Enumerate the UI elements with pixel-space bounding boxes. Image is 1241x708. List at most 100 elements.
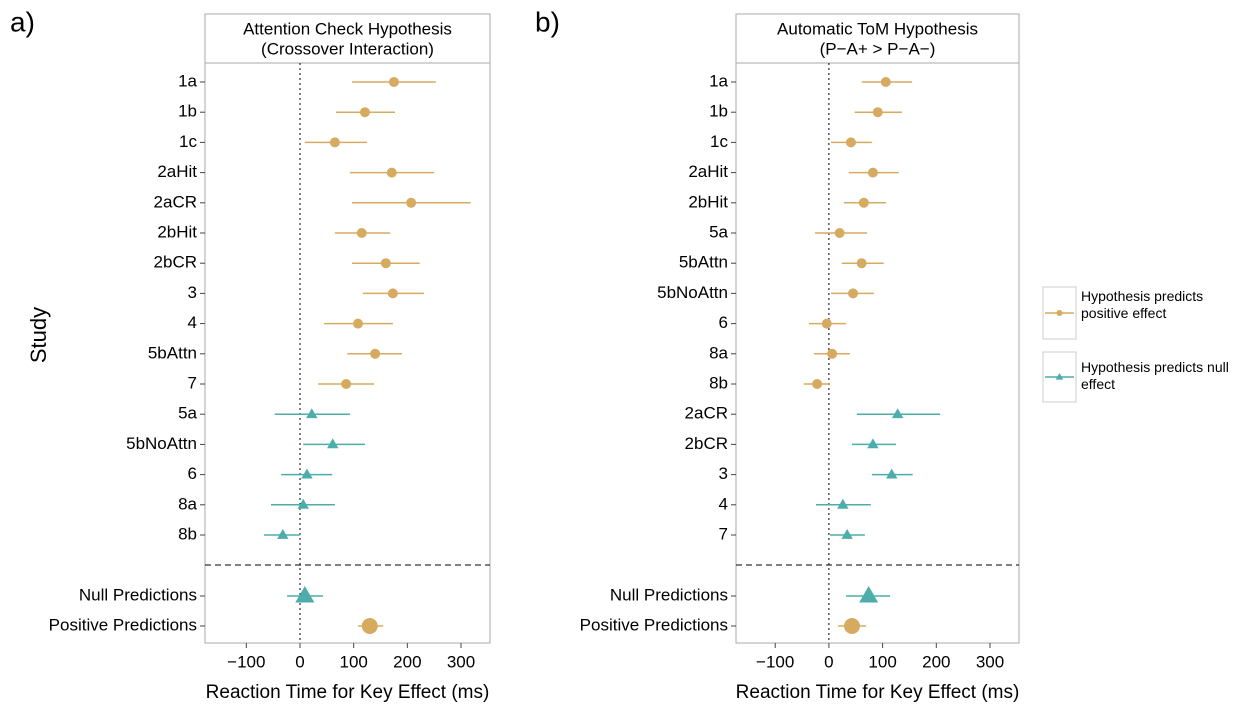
point [295, 586, 315, 603]
point [848, 288, 859, 299]
point [406, 197, 417, 208]
chart-subtitle: (Crossover Interaction) [261, 39, 434, 58]
x-tick-label: 200 [922, 652, 950, 671]
y-tick-label: 4 [719, 494, 728, 513]
point [359, 107, 370, 118]
point [329, 137, 340, 148]
y-tick-label: 2bHit [688, 192, 728, 211]
point [380, 258, 391, 269]
x-tick-label: 300 [976, 652, 1004, 671]
y-tick-label: 3 [188, 283, 197, 302]
y-tick-label: 2aCR [154, 192, 197, 211]
x-axis-label: Reaction Time for Key Effect (ms) [736, 682, 1020, 703]
y-tick-label: 5a [709, 222, 728, 241]
x-tick-label: 0 [295, 652, 304, 671]
x-tick-label: 0 [824, 652, 833, 671]
y-tick-label: 1a [709, 71, 728, 90]
point [297, 498, 309, 509]
y-tick-label: Positive Predictions [49, 615, 197, 634]
y-tick-label: 7 [188, 373, 197, 392]
y-tick-label: 5bNoAttn [657, 283, 728, 302]
x-tick-label: 100 [339, 652, 367, 671]
point [812, 379, 823, 389]
point [891, 408, 904, 419]
point [856, 258, 867, 269]
point [880, 77, 891, 87]
point [386, 167, 397, 178]
point [858, 197, 869, 208]
point [361, 618, 378, 634]
point [867, 438, 879, 449]
y-tick-label: 2bCR [685, 434, 728, 453]
y-tick-label: 8b [178, 524, 197, 543]
point [837, 498, 849, 509]
plot-frame [735, 62, 1020, 644]
chart-title: Automatic ToM Hypothesis [777, 19, 978, 38]
y-tick-label: 2aHit [688, 162, 728, 181]
legend-label: Hypothesis predicts positive effect [1081, 288, 1204, 321]
y-tick-label: 7 [719, 524, 728, 543]
point [886, 468, 898, 479]
y-tick-label: Null Predictions [79, 585, 197, 604]
point [859, 586, 879, 603]
y-tick-label: Positive Predictions [580, 615, 728, 634]
y-tick-label: 1c [710, 132, 728, 151]
y-tick-label: 6 [188, 464, 197, 483]
legend-label: Hypothesis predicts null effect [1081, 359, 1229, 392]
point [277, 529, 289, 539]
x-tick-label: −100 [227, 652, 265, 671]
panel-label: b) [535, 6, 560, 37]
point [370, 348, 381, 359]
y-tick-label: 6 [719, 313, 728, 332]
legend-marker [1056, 310, 1063, 316]
x-axis-label: Reaction Time for Key Effect (ms) [206, 682, 490, 703]
y-tick-label: 3 [719, 464, 728, 483]
y-axis-label: Study [26, 307, 51, 363]
point [821, 318, 832, 329]
point [301, 468, 313, 479]
point [834, 228, 845, 238]
point [306, 408, 318, 419]
y-tick-label: 4 [188, 313, 197, 332]
point [841, 529, 853, 539]
y-tick-label: 5bAttn [679, 253, 728, 272]
y-tick-label: 2aCR [685, 404, 728, 423]
y-tick-label: 5bAttn [148, 343, 197, 362]
y-tick-label: 8a [709, 343, 728, 362]
y-tick-label: 1b [709, 102, 728, 121]
point [341, 379, 352, 389]
point [843, 618, 860, 634]
y-tick-label: 2bHit [157, 222, 197, 241]
x-tick-label: 200 [393, 652, 421, 671]
y-tick-label: 1a [178, 71, 197, 90]
title-strip [735, 13, 1020, 64]
y-tick-label: 2bCR [154, 253, 197, 272]
y-tick-label: 5bNoAttn [126, 434, 197, 453]
plot-frame [204, 62, 491, 644]
y-tick-label: Null Predictions [610, 585, 728, 604]
point [327, 438, 339, 449]
x-tick-label: 300 [447, 652, 475, 671]
point [388, 77, 399, 87]
y-tick-label: 1b [178, 102, 197, 121]
point [827, 348, 838, 359]
x-tick-label: −100 [756, 652, 794, 671]
point [352, 318, 363, 329]
title-strip [204, 13, 491, 64]
y-tick-label: 2aHit [157, 162, 197, 181]
panel-label: a) [10, 6, 35, 37]
point [356, 228, 367, 238]
chart-title: Attention Check Hypothesis [243, 19, 452, 38]
y-tick-label: 8a [178, 494, 197, 513]
y-tick-label: 1c [179, 132, 197, 151]
point [867, 167, 878, 178]
point [845, 137, 856, 148]
legend-marker [1055, 373, 1064, 380]
point [387, 288, 398, 299]
chart-subtitle: (P−A+ > P−A−) [820, 39, 936, 58]
y-tick-label: 5a [178, 404, 197, 423]
point [872, 107, 883, 118]
x-tick-label: 100 [868, 652, 896, 671]
